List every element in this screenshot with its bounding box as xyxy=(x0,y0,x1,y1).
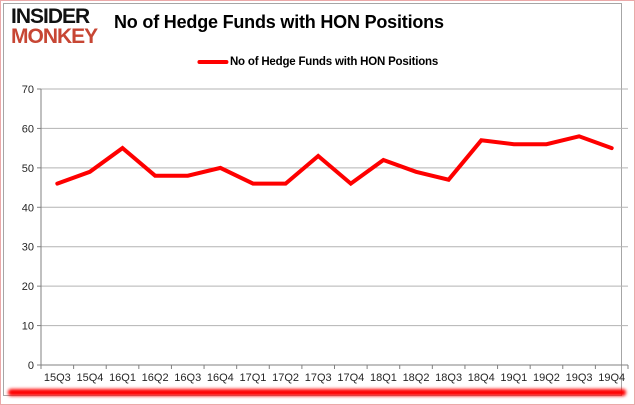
x-axis-label: 19Q1 xyxy=(500,372,527,384)
y-axis-label: 10 xyxy=(22,321,34,333)
y-axis-label: 70 xyxy=(22,84,34,96)
x-axis-label: 15Q3 xyxy=(44,372,71,384)
x-axis-label: 18Q1 xyxy=(370,372,397,384)
x-axis-label: 18Q2 xyxy=(403,372,430,384)
x-axis-label: 16Q3 xyxy=(174,372,201,384)
y-axis-label: 50 xyxy=(22,163,34,175)
legend: No of Hedge Funds with HON Positions xyxy=(196,56,439,68)
legend-label: No of Hedge Funds with HON Positions xyxy=(229,56,439,68)
x-axis-label: 19Q3 xyxy=(566,372,593,384)
bottom-accent-bar xyxy=(8,389,626,396)
x-axis-label: 17Q1 xyxy=(240,372,267,384)
y-axis-label: 40 xyxy=(22,202,34,214)
x-axis-label: 16Q1 xyxy=(109,372,136,384)
page-title: No of Hedge Funds with HON Positions xyxy=(114,12,444,32)
chart-card-border xyxy=(3,3,622,396)
x-axis-label: 17Q4 xyxy=(337,372,364,384)
x-axis-label: 16Q2 xyxy=(142,372,169,384)
data-series-line xyxy=(55,134,614,187)
x-axis-label: 17Q3 xyxy=(305,372,332,384)
y-axis-label: 0 xyxy=(28,360,34,372)
logo-line-monkey: MONKEY xyxy=(11,24,98,48)
x-axis-label: 18Q3 xyxy=(435,372,462,384)
y-axis-label: 60 xyxy=(22,123,34,135)
y-axis-label: 20 xyxy=(22,281,34,293)
insider-monkey-logo: INSIDER MONKEY xyxy=(11,5,98,48)
x-axis-label: 19Q2 xyxy=(533,372,560,384)
logo-line-insider: INSIDER xyxy=(11,5,90,28)
x-axis-label: 18Q4 xyxy=(468,372,495,384)
x-axis-label: 15Q4 xyxy=(76,372,103,384)
x-axis-label: 19Q4 xyxy=(598,372,625,384)
x-axis-label: 16Q4 xyxy=(207,372,234,384)
y-axis-label: 30 xyxy=(22,242,34,254)
legend-line-icon xyxy=(196,60,228,64)
x-axis-label: 17Q2 xyxy=(272,372,299,384)
